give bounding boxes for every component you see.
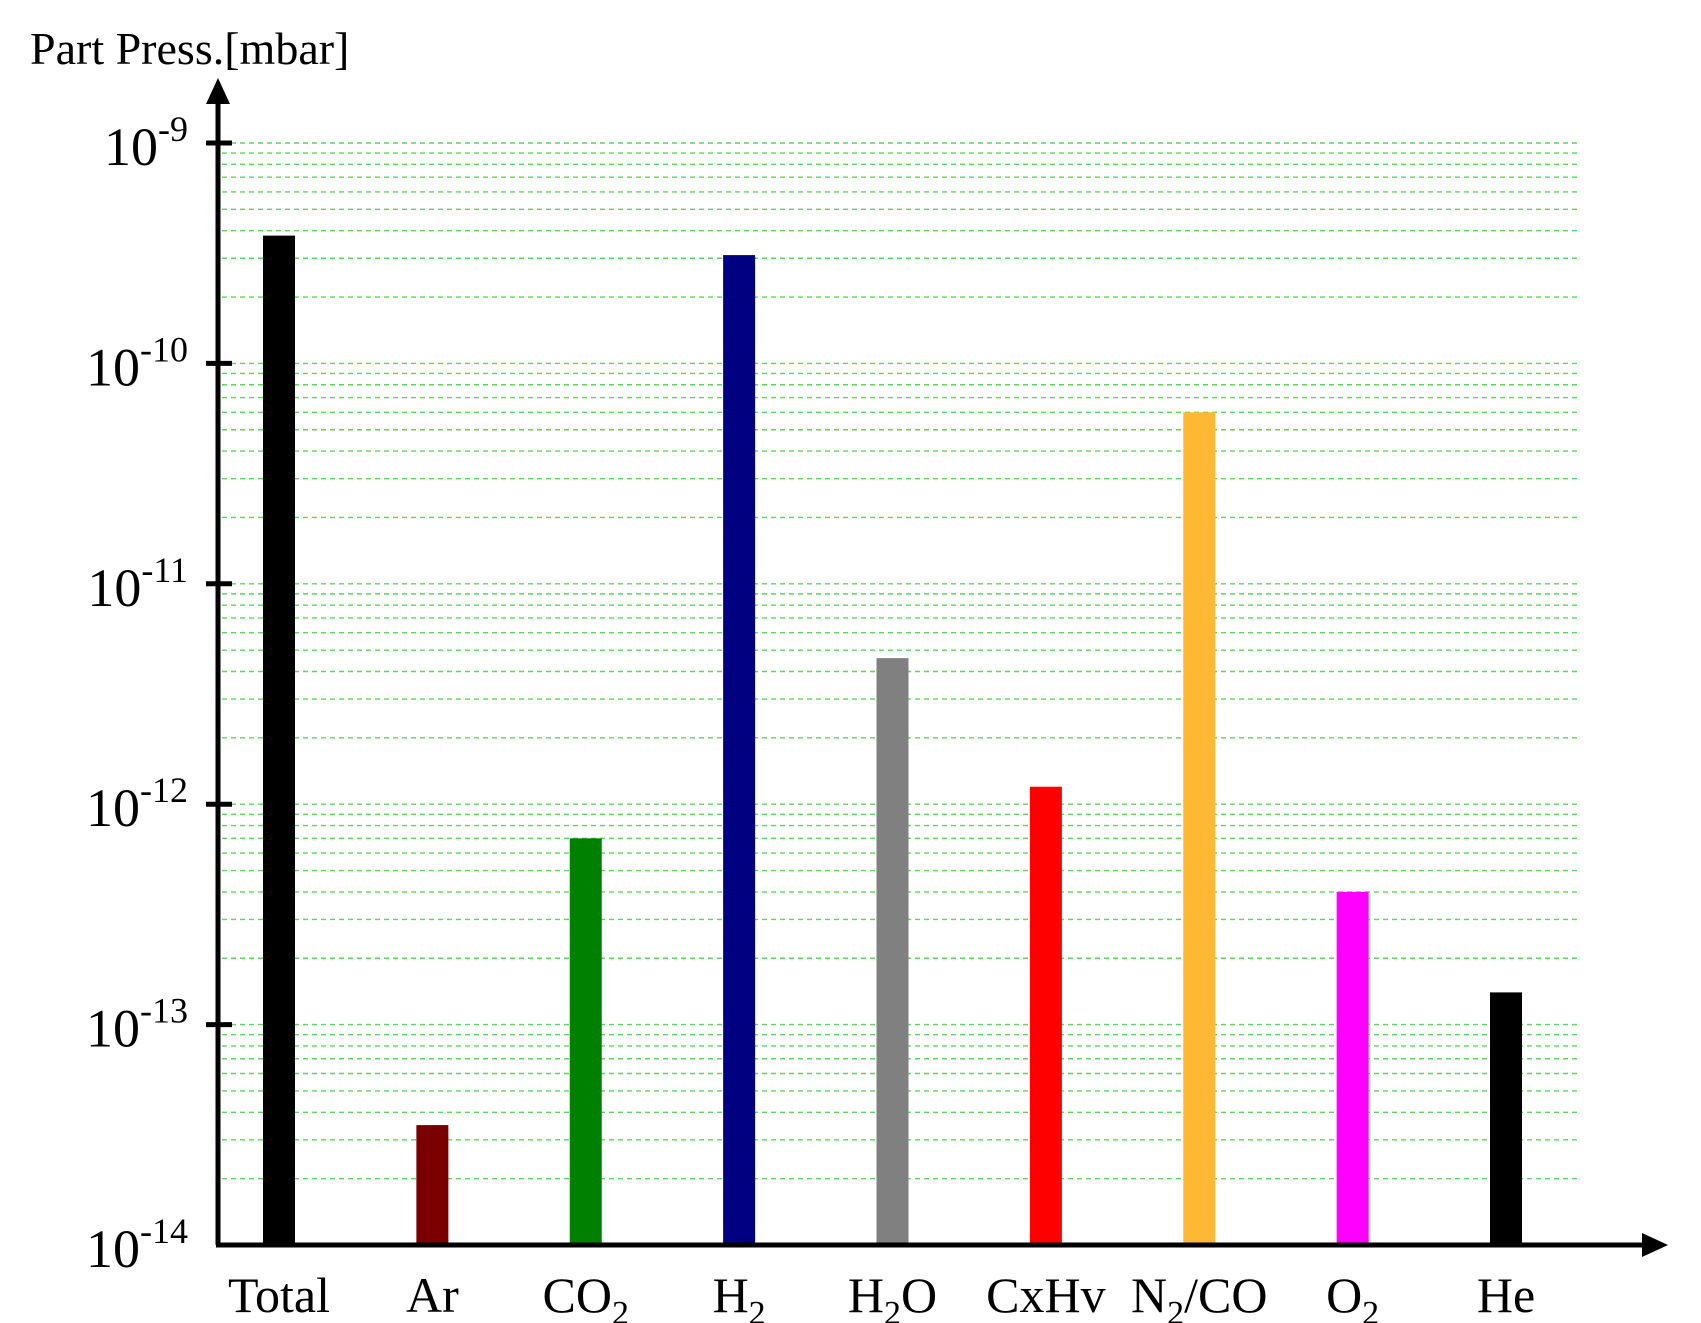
y-tick-label: 10-13: [86, 991, 188, 1059]
x-tick-label: Ar: [406, 1267, 459, 1323]
x-tick-label: He: [1477, 1267, 1535, 1323]
bar: [723, 255, 756, 1245]
y-tick-label: 10-12: [86, 770, 188, 838]
bar: [1490, 992, 1522, 1245]
x-tick-label: H2: [713, 1267, 766, 1323]
y-tick-label: 10-9: [104, 109, 188, 177]
y-tick-label: 10-14: [86, 1211, 188, 1279]
x-axis-arrow: [1642, 1233, 1668, 1257]
x-tick-label: CxHv: [986, 1267, 1105, 1323]
x-tick-label: Total: [228, 1267, 330, 1323]
bar: [569, 838, 602, 1245]
y-axis-title: Part Press.[mbar]: [30, 23, 349, 74]
x-tick-label: O2: [1326, 1267, 1379, 1323]
x-tick-label: H2O: [848, 1267, 937, 1323]
bar: [263, 235, 295, 1245]
y-axis-arrow: [206, 78, 230, 104]
bar: [876, 658, 909, 1245]
y-tick-label: 10-11: [87, 550, 188, 618]
y-tick-label: 10-10: [86, 329, 188, 397]
bars: [263, 235, 1522, 1245]
axes: [206, 78, 1668, 1257]
x-tick-labels: Total Ar CO2 H2 H2O CxHv N2/CO O2 He: [228, 1267, 1535, 1323]
x-tick-label: N2/CO: [1131, 1267, 1267, 1323]
bar: [1029, 786, 1062, 1245]
x-tick-label: CO2: [543, 1267, 629, 1323]
y-ticks: 10-14 10-13 10-12 10-11 10-10 10-9: [86, 109, 232, 1279]
bar: [416, 1125, 449, 1245]
bar: [1183, 412, 1216, 1245]
bar: [1336, 891, 1369, 1245]
